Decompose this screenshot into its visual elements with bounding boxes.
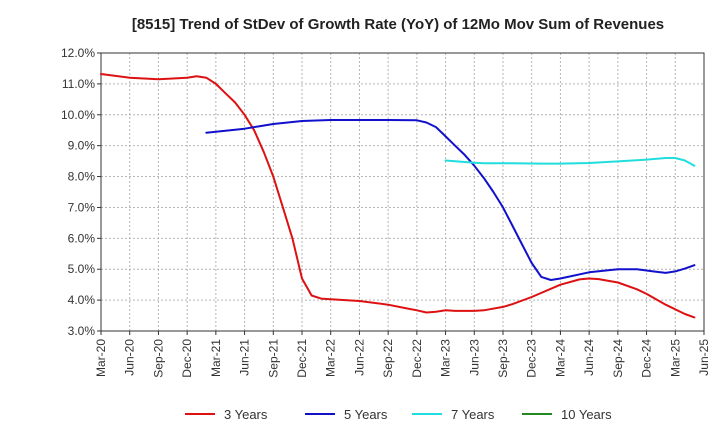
y-tick-label: 9.0%: [68, 139, 96, 153]
x-tick-label: Dec-21: [295, 339, 309, 378]
legend-label-3-years: 3 Years: [224, 407, 268, 422]
y-tick-label: 4.0%: [68, 293, 96, 307]
x-tick-label: Jun-22: [352, 339, 366, 376]
x-tick-label: Mar-20: [94, 339, 108, 377]
x-tick-label: Dec-20: [180, 339, 194, 378]
legend-label-10-years: 10 Years: [561, 407, 612, 422]
x-tick-label: Sep-24: [611, 339, 625, 378]
x-tick-label: Sep-23: [496, 339, 510, 378]
y-tick-label: 7.0%: [68, 200, 96, 214]
x-tick-label: Sep-22: [381, 339, 395, 378]
x-tick-label: Dec-22: [410, 339, 424, 378]
x-tick-label: Jun-24: [582, 339, 596, 376]
series-line-3-years: [100, 73, 696, 319]
x-tick-label: Sep-20: [151, 339, 165, 378]
y-tick-label: 6.0%: [68, 231, 96, 245]
series-line-5-years: [205, 119, 696, 281]
y-tick-label: 3.0%: [68, 324, 96, 338]
plot-area-frame: [100, 52, 705, 332]
x-tick-label: Jun-20: [123, 339, 137, 376]
series-line-7-years: [444, 157, 696, 167]
series-lines: [100, 73, 696, 319]
grid-lines: [101, 53, 704, 331]
x-tick-label: Jun-23: [467, 339, 481, 376]
x-tick-label: Mar-23: [439, 339, 453, 377]
legend: 3 Years 5 Years 7 Years 10 Years: [185, 407, 612, 422]
x-tick-label: Jun-25: [697, 339, 711, 376]
x-tick-label: Mar-24: [553, 339, 567, 377]
y-tick-label: 5.0%: [68, 262, 96, 276]
x-tick-label: Mar-25: [668, 339, 682, 377]
x-tick-label: Sep-21: [266, 339, 280, 378]
chart-title: [8515] Trend of StDev of Growth Rate (Yo…: [132, 16, 664, 33]
y-tick-label: 10.0%: [61, 108, 95, 122]
x-tick-label: Dec-23: [525, 339, 539, 378]
legend-label-7-years: 7 Years: [451, 407, 495, 422]
x-tick-label: Dec-24: [640, 339, 654, 378]
x-tick-label: Jun-21: [238, 339, 252, 376]
y-tick-label: 12.0%: [61, 46, 95, 60]
x-tick-label: Mar-22: [324, 339, 338, 377]
x-tick-label: Mar-21: [209, 339, 223, 377]
y-tick-label: 11.0%: [62, 77, 95, 91]
y-tick-label: 8.0%: [68, 170, 96, 184]
y-axis: 3.0% 4.0% 5.0% 6.0% 7.0% 8.0% 9.0% 10.0% 11.0% 12…: [61, 46, 101, 338]
x-axis: Mar-20 Jun-20 Sep-20 Dec-20 Mar-21 Jun-21 Sep-…: [94, 331, 711, 378]
legend-label-5-years: 5 Years: [344, 407, 388, 422]
